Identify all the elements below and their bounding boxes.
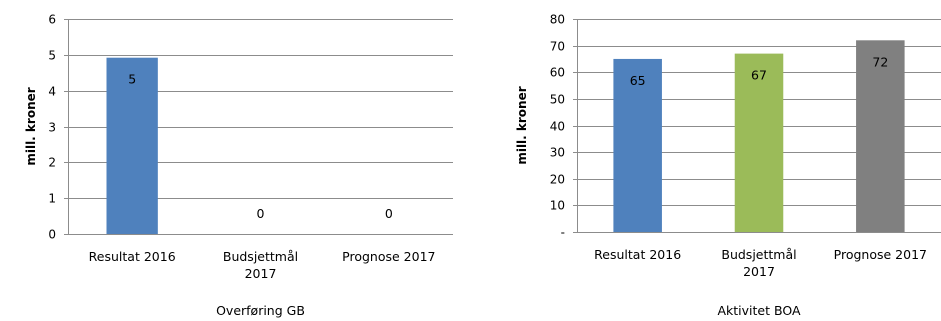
bar	[613, 58, 662, 232]
bar	[856, 40, 905, 232]
bar	[106, 57, 158, 235]
data-label: 67	[751, 68, 767, 83]
y-tick-label: 1	[48, 192, 56, 206]
y-tick-label: 60	[550, 66, 565, 80]
y-tick-label: 30	[550, 146, 565, 160]
y-tick-label: 4	[48, 85, 56, 99]
data-label: 0	[257, 206, 265, 221]
y-tick-label: 2	[48, 156, 56, 170]
category-label: Prognose 2017	[834, 247, 927, 262]
category-label: Resultat 2016	[89, 249, 176, 264]
bar	[734, 53, 784, 232]
y-axis-title: mill. kroner	[515, 86, 529, 164]
y-tick-label: 70	[550, 40, 565, 54]
category-label: Prognose 2017	[342, 249, 435, 264]
y-tick-label: 50	[550, 93, 565, 107]
x-axis-title: Overføring GB	[216, 303, 305, 318]
y-tick-label: -	[561, 226, 565, 240]
y-tick-label: 80	[550, 13, 565, 27]
chart-1: 0 1 2 3 4 5 6 5 Resultat 2016 0 Budsjettmål 2017 0 Pr…	[24, 13, 453, 318]
category-label: Resultat 2016	[594, 247, 681, 262]
data-label: 72	[872, 54, 888, 69]
data-label: 0	[385, 206, 393, 221]
y-tick-label: 0	[48, 228, 56, 242]
y-tick-label: 6	[48, 13, 56, 27]
chart-2: - 10 20 30 40 50 60 70 80 65 Resultat 2016 67 Budsje…	[515, 13, 941, 318]
data-label: 65	[630, 73, 646, 88]
y-tick-label: 3	[48, 121, 56, 135]
category-label: Budsjettmål 2017	[223, 249, 298, 281]
y-tick-label: 5	[48, 49, 56, 63]
y-axis-title: mill. kroner	[24, 87, 38, 165]
y-tick-label: 40	[550, 120, 565, 134]
y-tick-label: 20	[550, 173, 565, 187]
y-tick-label: 10	[550, 199, 565, 213]
x-axis-title: Aktivitet BOA	[717, 303, 800, 318]
category-label: Budsjettmål 2017	[721, 247, 796, 279]
data-label: 5	[128, 72, 136, 87]
